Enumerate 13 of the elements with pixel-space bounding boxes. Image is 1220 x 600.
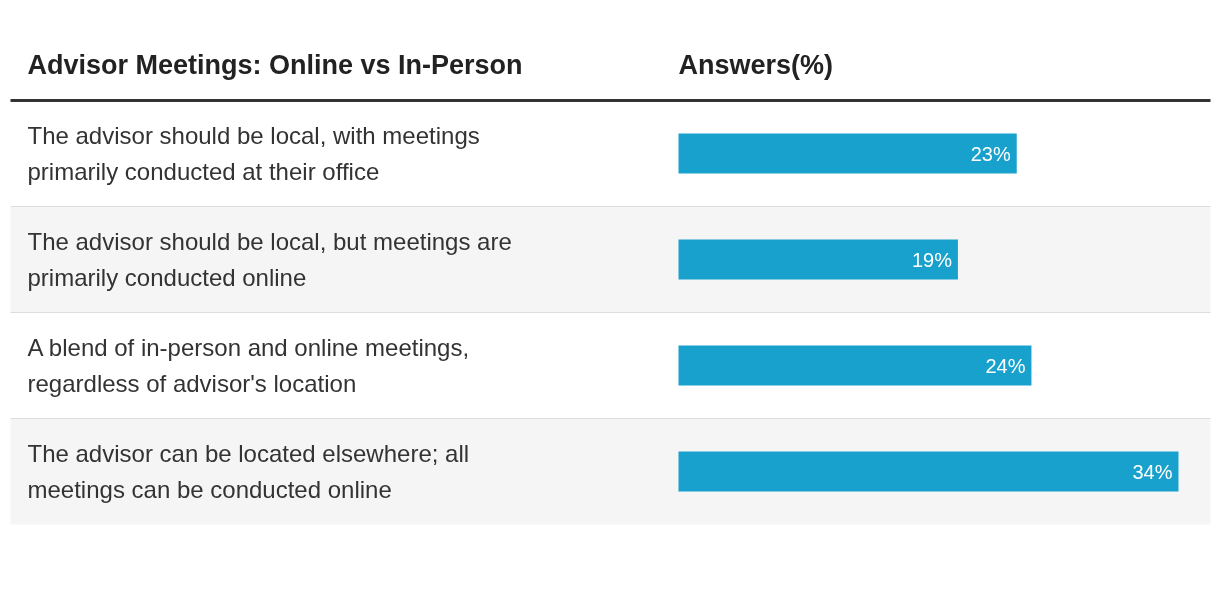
- y-tick-label: The advisor can be located elsewhere; all meetings can be conducted online: [27, 440, 470, 503]
- x-axis-title: Answers(%): [678, 49, 834, 80]
- bar: [678, 133, 1017, 174]
- y-tick-label: The advisor should be local, with meetings primarily conducted at their office: [27, 122, 480, 185]
- y-tick-label: A blend of in-person and online meetings, regardless of advisor's location: [27, 334, 470, 397]
- data-label: 24%: [985, 354, 1026, 377]
- bar: [678, 345, 1032, 386]
- data-label: 34%: [1132, 460, 1173, 483]
- data-label: 23%: [970, 142, 1011, 165]
- bar: [678, 451, 1179, 492]
- y-tick-label: The advisor should be local, but meetings are primarily conducted online: [27, 228, 512, 291]
- data-label: 19%: [911, 248, 953, 271]
- y-axis-title: Advisor Meetings: Online vs In-Person: [27, 49, 523, 80]
